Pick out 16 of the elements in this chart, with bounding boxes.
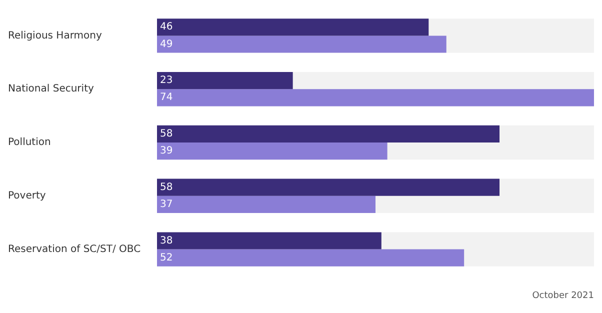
data-label: 39 [160,146,173,157]
data-label: 52 [160,252,173,264]
y-tick-label: Reservation of SC/ST/ OBC [8,244,141,255]
data-label: 23 [160,75,173,86]
data-label: 37 [160,199,173,210]
y-tick-label: Poverty [8,190,46,202]
data-label: 46 [160,22,173,33]
y-tick-label: Pollution [8,137,51,148]
y-tick-label: Religious Harmony [8,30,102,42]
data-label: 58 [160,128,173,140]
data-label: 49 [160,38,173,50]
data-label: 58 [160,182,173,193]
data-label: 38 [160,235,173,246]
y-tick-label: National Security [8,84,94,95]
text: October 2021 [531,291,594,301]
data-label: 74 [160,92,173,104]
